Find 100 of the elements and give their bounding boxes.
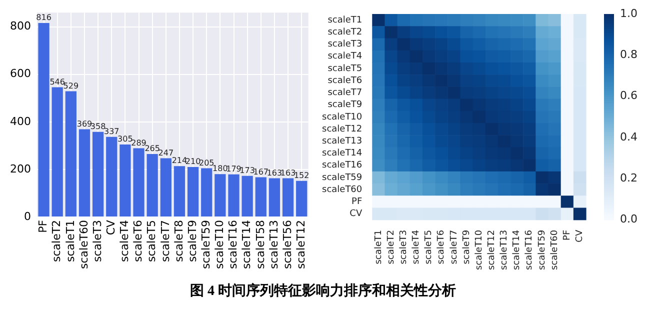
bar — [268, 178, 280, 216]
x-tick-label: scaleT1 — [374, 230, 384, 264]
y-tick-label: scaleT2 — [328, 28, 362, 38]
y-tick-label: scaleT9 — [328, 100, 362, 110]
data-label: 180 — [212, 164, 228, 174]
color-bar-label: 0.4 — [620, 130, 638, 144]
x-tick-label: scaleT59 — [537, 230, 548, 270]
data-label: 816 — [36, 13, 52, 22]
bar — [187, 167, 199, 216]
data-label: 247 — [158, 148, 174, 158]
x-tick-label: PF — [36, 220, 50, 233]
y-tick-label: scaleT10 — [322, 112, 362, 122]
x-tick-label: scaleT5 — [424, 230, 434, 264]
bar — [120, 144, 131, 216]
x-tick-label: scaleT56 — [280, 220, 294, 270]
bar — [146, 154, 158, 216]
data-label: 205 — [198, 158, 214, 168]
bar — [106, 136, 118, 216]
y-tick-label: 0 — [24, 210, 31, 223]
y-tick-label: scaleT4 — [328, 52, 362, 62]
y-tick-label: scaleT59 — [322, 172, 362, 183]
x-tick-label: scaleT8 — [172, 220, 186, 262]
x-tick-label: scaleT2 — [386, 230, 396, 264]
x-tick-label: scaleT16 — [524, 230, 535, 270]
x-tick-label: scaleT9 — [186, 220, 199, 262]
bar — [52, 87, 63, 216]
y-tick-label: 800 — [10, 20, 31, 33]
x-tick-label: scaleT60 — [550, 230, 560, 270]
x-tick-label: scaleT13 — [267, 220, 280, 270]
data-label: 152 — [294, 170, 310, 180]
x-tick-label: CV — [575, 229, 586, 242]
bar — [214, 174, 226, 216]
data-label: 163 — [266, 168, 282, 178]
bar — [133, 148, 144, 216]
y-tick-label: scaleT60 — [322, 184, 362, 195]
x-tick-label: scaleT4 — [118, 220, 132, 262]
caption: 图 4 时间序列特征影响力排序和相关性分析 — [189, 282, 457, 300]
bar — [174, 166, 186, 216]
x-tick-label: scaleT4 — [412, 230, 422, 264]
y-tick-label: CV — [350, 209, 363, 220]
data-label: 210 — [185, 157, 201, 166]
y-tick-label: scaleT16 — [322, 160, 362, 171]
x-tick-label: scaleT10 — [213, 220, 226, 270]
x-tick-label: CV — [104, 219, 118, 236]
y-tick-label: 400 — [10, 114, 31, 128]
color-bar-label: 0.2 — [620, 172, 638, 185]
y-tick-label: PF — [352, 197, 362, 208]
bar — [92, 132, 104, 216]
data-label: 214 — [172, 156, 188, 166]
x-tick-label: scaleT14 — [240, 220, 254, 270]
bar — [201, 168, 212, 216]
data-label: 167 — [253, 167, 269, 176]
x-tick-label: scaleT13 — [500, 230, 510, 270]
x-tick-label: scaleT6 — [436, 230, 447, 264]
x-tick-label: scaleT12 — [486, 230, 497, 270]
x-tick-label: scaleT58 — [254, 220, 267, 270]
x-tick-label: scaleT2 — [50, 220, 64, 262]
y-tick-label: scaleT1 — [328, 15, 362, 26]
data-label: 546 — [50, 77, 65, 86]
bar — [65, 91, 76, 216]
x-tick-label: scaleT60 — [77, 220, 90, 270]
y-tick-label: scaleT12 — [322, 124, 362, 134]
y-tick-label: 600 — [10, 67, 31, 80]
y-tick-label: scaleT13 — [322, 136, 362, 146]
bar — [78, 129, 90, 216]
data-label: 179 — [226, 164, 242, 174]
x-tick-label: scaleT59 — [199, 220, 212, 270]
data-label: 173 — [240, 166, 255, 175]
x-tick-label: scaleT9 — [462, 230, 472, 264]
data-label: 358 — [90, 122, 106, 131]
bar — [296, 180, 308, 216]
x-tick-label: scaleT7 — [449, 230, 460, 264]
x-tick-label: scaleT10 — [474, 230, 484, 270]
x-tick-label: scaleT3 — [90, 220, 104, 262]
data-label: 265 — [144, 144, 160, 154]
data-label: 369 — [76, 119, 92, 128]
bar — [38, 23, 50, 216]
data-label: 289 — [131, 138, 146, 148]
data-label: 305 — [118, 134, 133, 144]
x-tick-label: scaleT16 — [226, 220, 240, 270]
y-tick-label: 200 — [10, 162, 31, 176]
y-tick-label: scaleT7 — [328, 88, 362, 98]
y-tick-label: scaleT14 — [322, 148, 362, 159]
bar — [255, 177, 266, 216]
x-tick-label: scaleT1 — [64, 220, 77, 262]
data-label: 337 — [104, 126, 120, 136]
bar — [282, 178, 294, 216]
data-label: 529 — [63, 81, 79, 90]
y-tick-label: scaleT6 — [328, 76, 362, 86]
bar — [242, 176, 253, 216]
y-tick-label: scaleT3 — [328, 40, 362, 50]
x-tick-label: scaleT5 — [145, 220, 158, 262]
bar — [160, 158, 172, 216]
color-bar-label: 0.8 — [620, 48, 638, 62]
color-bar-label: 1.0 — [620, 6, 638, 20]
x-tick-label: scaleT6 — [132, 220, 145, 262]
x-tick-label: scaleT3 — [398, 230, 409, 264]
x-tick-label: scaleT14 — [512, 230, 522, 270]
x-tick-label: scaleT7 — [158, 220, 172, 262]
color-bar-label: 0.6 — [620, 89, 638, 102]
